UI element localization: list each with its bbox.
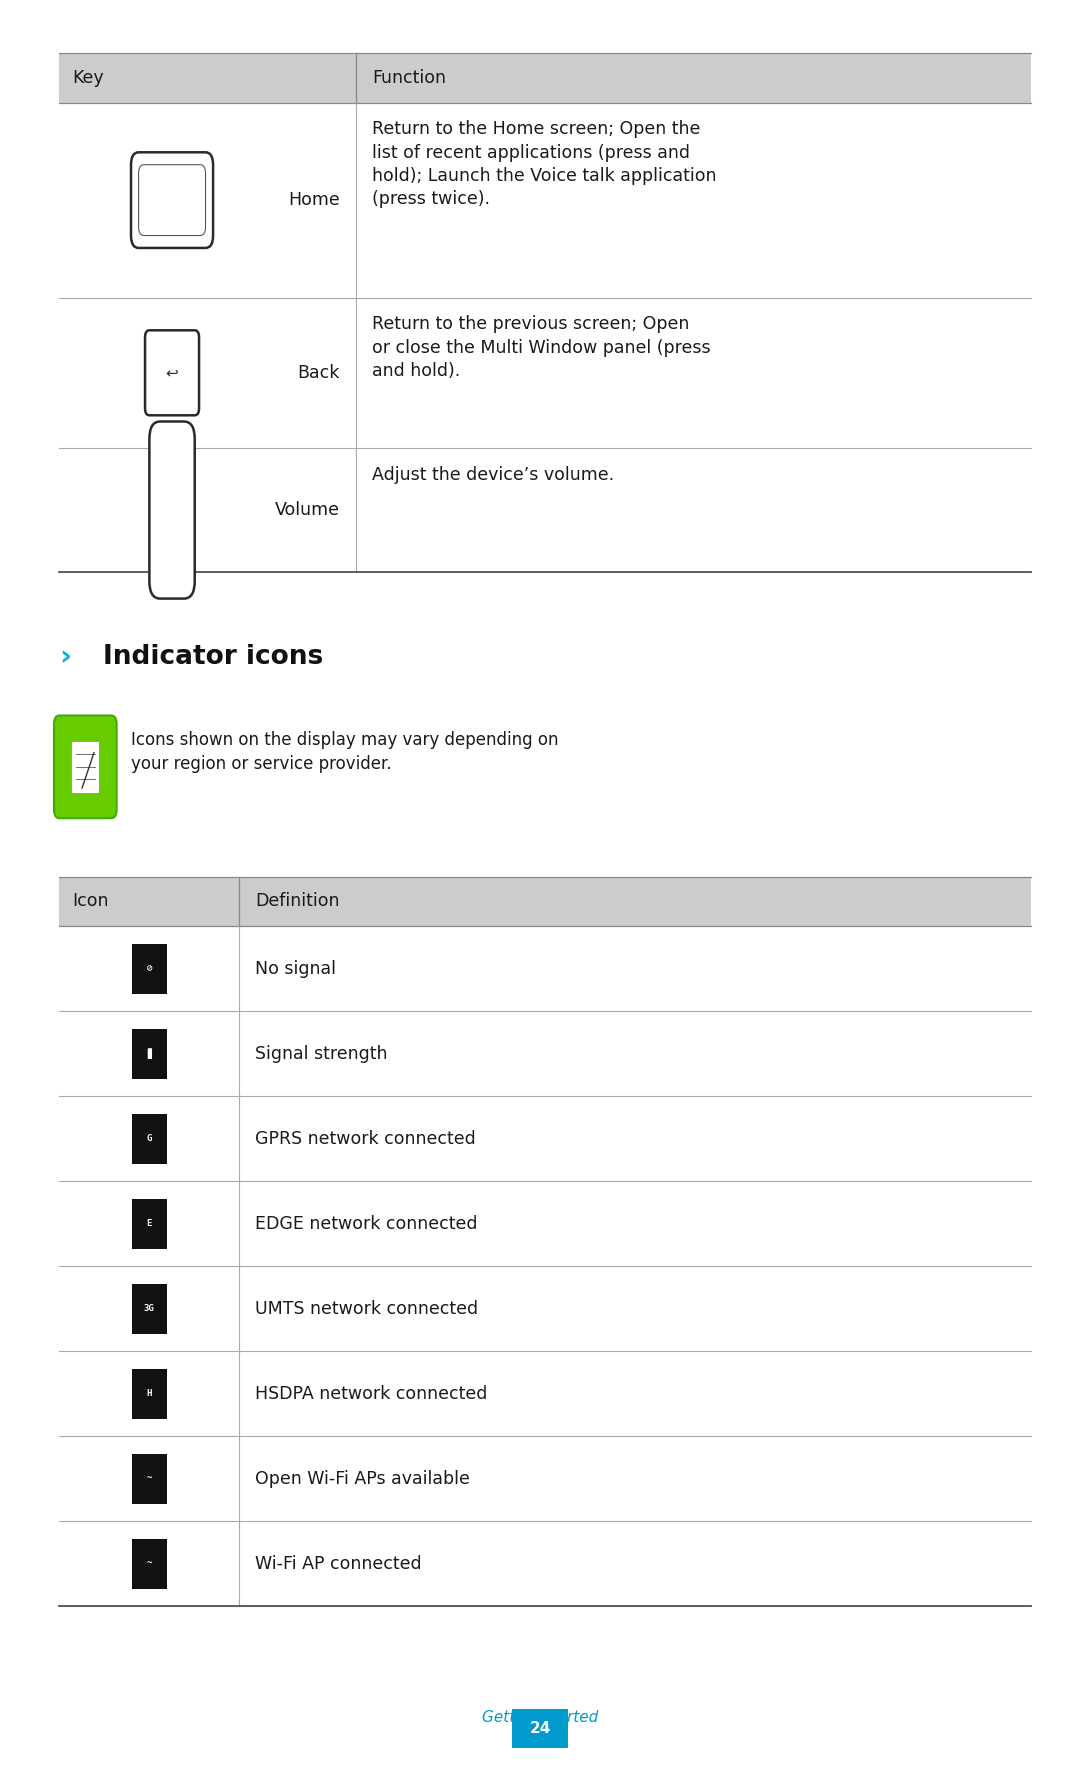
Text: 3G: 3G — [144, 1303, 154, 1314]
Bar — [512, 1709, 568, 1748]
Text: Signal strength: Signal strength — [255, 1045, 388, 1063]
Text: Function: Function — [372, 69, 446, 87]
Bar — [132, 1029, 166, 1079]
Text: Wi-Fi AP connected: Wi-Fi AP connected — [255, 1555, 422, 1573]
FancyBboxPatch shape — [138, 165, 205, 236]
Text: Back: Back — [297, 363, 339, 383]
FancyBboxPatch shape — [149, 421, 194, 599]
Bar — [132, 1454, 166, 1504]
Bar — [72, 742, 98, 792]
Text: Definition: Definition — [255, 893, 340, 910]
Bar — [132, 1284, 166, 1334]
FancyBboxPatch shape — [145, 331, 199, 416]
FancyBboxPatch shape — [131, 152, 213, 248]
Text: Icon: Icon — [72, 893, 109, 910]
Text: GPRS network connected: GPRS network connected — [255, 1130, 476, 1148]
Text: E: E — [147, 1218, 152, 1229]
Text: EDGE network connected: EDGE network connected — [255, 1215, 478, 1233]
Text: H: H — [147, 1388, 152, 1399]
Text: No signal: No signal — [255, 960, 337, 978]
Bar — [132, 944, 166, 994]
Text: Indicator icons: Indicator icons — [103, 645, 323, 669]
Text: Open Wi-Fi APs available: Open Wi-Fi APs available — [255, 1470, 470, 1488]
Bar — [132, 1199, 166, 1249]
Text: HSDPA network connected: HSDPA network connected — [255, 1385, 488, 1403]
Bar — [132, 1539, 166, 1589]
Text: Getting started: Getting started — [482, 1711, 598, 1725]
Bar — [59, 877, 1031, 926]
Text: Key: Key — [72, 69, 104, 87]
Text: ⊘: ⊘ — [147, 963, 152, 974]
Text: 24: 24 — [529, 1721, 551, 1736]
Text: ↩: ↩ — [165, 365, 178, 381]
Text: Adjust the device’s volume.: Adjust the device’s volume. — [372, 466, 615, 483]
Text: ~: ~ — [147, 1558, 152, 1569]
Text: ▐▌: ▐▌ — [144, 1048, 154, 1059]
Bar — [59, 53, 1031, 103]
Bar — [132, 1114, 166, 1164]
Text: Icons shown on the display may vary depending on
your region or service provider: Icons shown on the display may vary depe… — [131, 731, 558, 772]
Text: ~: ~ — [147, 1473, 152, 1484]
Text: G: G — [147, 1133, 152, 1144]
FancyBboxPatch shape — [54, 715, 117, 818]
Text: Return to the previous screen; Open
or close the Multi Window panel (press
and h: Return to the previous screen; Open or c… — [372, 315, 711, 379]
Text: Return to the Home screen; Open the
list of recent applications (press and
hold): Return to the Home screen; Open the list… — [372, 120, 716, 209]
Text: UMTS network connected: UMTS network connected — [255, 1300, 478, 1318]
Text: Volume: Volume — [274, 501, 339, 519]
Text: Home: Home — [288, 191, 339, 209]
Text: ›: › — [59, 643, 71, 671]
Bar — [132, 1369, 166, 1419]
